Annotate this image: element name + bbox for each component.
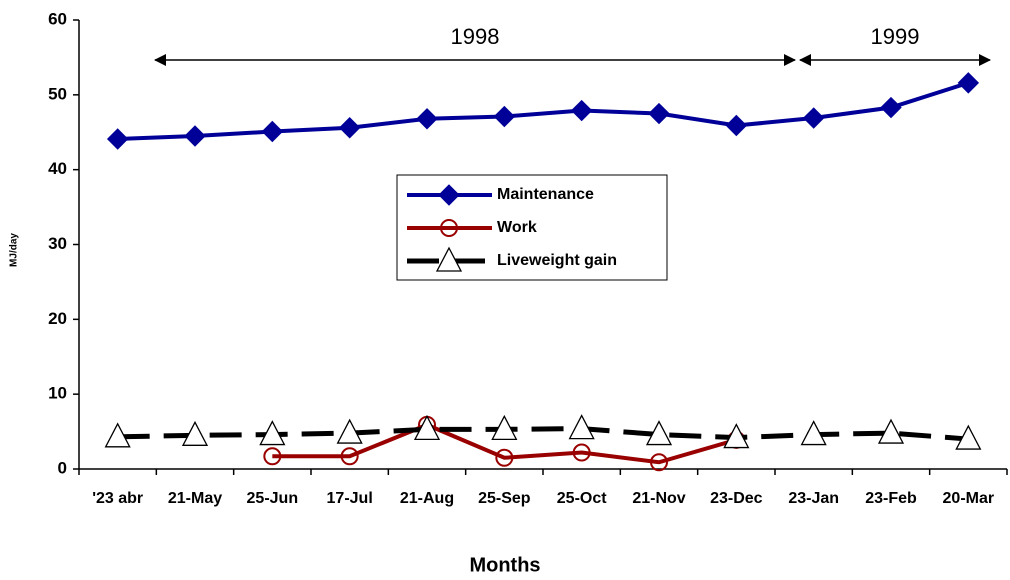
data-point — [340, 447, 359, 466]
data-point — [650, 453, 668, 472]
data-point — [955, 424, 982, 450]
y-tick-label: 0 — [58, 458, 67, 477]
annotation: 1998 — [451, 24, 500, 49]
data-point — [802, 107, 825, 129]
legend-marker — [435, 246, 463, 272]
x-axis-title: Months — [469, 554, 540, 576]
annotation: 1999 — [871, 24, 920, 49]
y-tick-label: 40 — [48, 159, 67, 178]
x-tick-label: 23-Jan — [788, 490, 839, 507]
data-point — [336, 418, 363, 444]
data-point — [957, 72, 980, 94]
data-point — [645, 420, 673, 446]
series-line — [117, 80, 969, 141]
data-point — [572, 443, 591, 462]
x-tick-label: 25-Sep — [478, 490, 531, 507]
data-point — [880, 96, 902, 119]
data-point — [263, 447, 282, 466]
y-tick-label: 10 — [48, 384, 67, 403]
data-point — [648, 102, 670, 125]
data-point — [570, 99, 593, 122]
data-point — [338, 117, 361, 139]
data-point — [723, 423, 750, 449]
x-tick-label: 21-Aug — [400, 490, 454, 507]
data-point — [877, 418, 905, 444]
x-tick-label: 20-Mar — [943, 490, 995, 507]
y-axis-title: MJ/day — [9, 233, 20, 267]
data-point — [106, 128, 129, 150]
data-point — [493, 105, 516, 128]
y-tick-label: 50 — [48, 84, 67, 103]
data-point — [181, 420, 209, 446]
y-tick-label: 30 — [48, 234, 67, 253]
x-tick-label: 17-Jul — [327, 490, 373, 507]
x-tick-label: 21-Nov — [632, 490, 685, 507]
legend-label: Work — [497, 219, 537, 236]
x-tick-label: '23 abr — [92, 490, 143, 507]
data-point — [416, 108, 438, 130]
x-tick-label: 25-Oct — [557, 490, 607, 507]
y-tick-label: 20 — [48, 309, 67, 328]
legend-marker — [440, 219, 458, 237]
x-tick-label: 25-Jun — [247, 490, 299, 507]
data-point — [725, 114, 748, 137]
series-line — [272, 422, 737, 465]
data-point — [259, 420, 286, 446]
data-point — [104, 422, 131, 448]
data-point — [413, 414, 441, 440]
legend-marker — [438, 184, 460, 206]
data-point — [491, 414, 518, 440]
x-tick-label: 23-Dec — [710, 490, 763, 507]
y-tick-label: 60 — [48, 9, 67, 28]
data-point — [261, 120, 284, 143]
data-point — [568, 414, 595, 440]
x-tick-label: 23-Feb — [865, 490, 917, 507]
series-line — [117, 426, 969, 442]
data-point — [800, 420, 827, 446]
legend-label: Maintenance — [497, 186, 594, 203]
legend-label: Liveweight gain — [497, 252, 617, 269]
data-point — [184, 125, 206, 147]
x-tick-label: 21-May — [168, 490, 222, 507]
data-point — [495, 448, 514, 467]
legend: Maintenance Work Liveweight gain — [396, 174, 668, 281]
